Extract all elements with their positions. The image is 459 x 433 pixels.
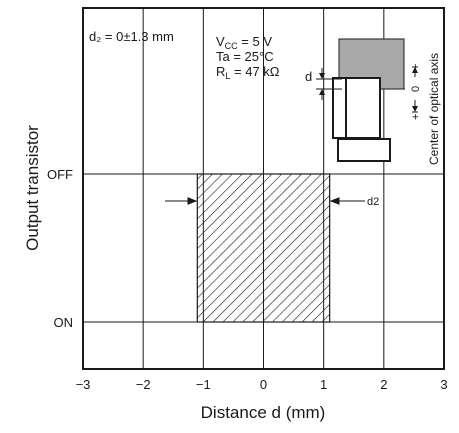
x-tick-label: −3	[76, 377, 91, 392]
sensor-inset: d 0 − + Center of optical axis	[305, 38, 441, 165]
axis-zero-label: 0	[410, 86, 422, 92]
ta-label: Ta = 25°C	[216, 49, 274, 64]
actuator-base	[337, 138, 391, 162]
x-tick-label: 1	[320, 377, 327, 392]
x-tick-label: 0	[260, 377, 267, 392]
x-tick-labels: −3 −2 −1 0 1 2 3	[76, 377, 448, 392]
d-label: d	[305, 69, 312, 84]
rl-label: RL = 47 kΩ	[216, 64, 280, 81]
x-axis-title: Distance d (mm)	[201, 403, 326, 422]
d2-spec-label: d₂ = 0±1.3 mm	[89, 29, 174, 44]
on-state-label: ON	[54, 315, 74, 330]
plot-frame	[82, 7, 445, 370]
x-tick-label: −1	[196, 377, 211, 392]
x-tick-label: 3	[440, 377, 447, 392]
y-axis-title: Output transistor	[23, 125, 42, 251]
optical-axis-caption: Center of optical axis	[427, 53, 441, 165]
axis-minus-label: −	[410, 64, 422, 70]
off-state-label: OFF	[47, 167, 73, 182]
vcc-label: VCC = 5 V	[216, 34, 272, 51]
hysteresis-region	[196, 173, 331, 323]
x-tick-label: 2	[380, 377, 387, 392]
x-tick-label: −2	[136, 377, 151, 392]
d2-marker-label: d2	[367, 196, 379, 208]
actuator-stem	[345, 77, 381, 139]
axis-plus-label: +	[410, 114, 422, 120]
